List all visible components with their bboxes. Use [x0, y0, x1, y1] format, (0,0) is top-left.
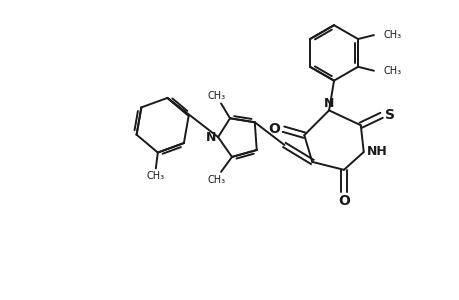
Text: CH₃: CH₃	[146, 171, 164, 181]
Text: NH: NH	[366, 146, 387, 158]
Text: O: O	[268, 122, 280, 136]
Text: CH₃: CH₃	[383, 30, 401, 40]
Text: CH₃: CH₃	[207, 175, 225, 185]
Text: CH₃: CH₃	[383, 66, 401, 76]
Text: S: S	[385, 108, 395, 122]
Text: O: O	[337, 194, 349, 208]
Text: N: N	[206, 130, 216, 144]
Text: CH₃: CH₃	[207, 91, 225, 100]
Text: N: N	[323, 97, 334, 110]
